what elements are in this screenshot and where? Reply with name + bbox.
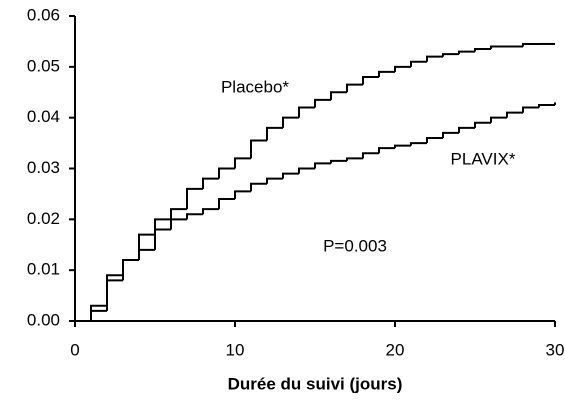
step-segment — [234, 190, 251, 199]
step-segment — [330, 91, 347, 100]
step-segment — [346, 157, 363, 161]
step-segment — [250, 139, 267, 159]
step-segment — [298, 106, 315, 118]
step-segment — [298, 167, 315, 174]
step-segment — [378, 147, 395, 154]
step-segment — [458, 50, 475, 55]
annotation: P=0.003 — [323, 236, 387, 255]
y-tick-label: 0.04 — [27, 107, 60, 126]
step-segment — [186, 213, 203, 220]
step-segment — [90, 304, 107, 321]
y-tick-label: 0.01 — [27, 260, 60, 279]
x-tick-label: 10 — [226, 340, 245, 359]
step-segment — [330, 159, 347, 164]
step-segment — [218, 198, 235, 210]
x-tick-label: 20 — [386, 340, 405, 359]
step-segment — [186, 187, 203, 210]
series-label: Placebo* — [221, 77, 289, 96]
step-segment — [506, 111, 523, 118]
y-tick-label: 0.05 — [27, 56, 60, 75]
step-segment — [490, 116, 507, 123]
step-segment — [314, 162, 331, 169]
step-segment — [90, 309, 107, 321]
step-segment — [170, 218, 187, 230]
step-segment — [122, 259, 139, 276]
step-segment — [266, 126, 283, 141]
x-tick-label: 30 — [546, 340, 565, 359]
step-segment — [122, 259, 139, 281]
step-segment — [490, 45, 507, 50]
step-segment — [394, 144, 411, 149]
x-axis-label: Durée du suivi (jours) — [228, 374, 403, 393]
step-segment — [362, 76, 379, 85]
y-tick-label: 0.06 — [27, 5, 60, 24]
step-segment — [154, 228, 171, 235]
step-segment — [410, 142, 427, 146]
y-tick-label: 0.03 — [27, 158, 60, 177]
step-segment — [522, 42, 539, 47]
step-segment — [234, 157, 251, 169]
step-segment — [106, 279, 123, 311]
y-tick-label: 0.00 — [27, 310, 60, 329]
step-segment — [394, 65, 411, 72]
step-segment — [362, 152, 379, 159]
step-segment — [426, 55, 443, 62]
step-segment — [474, 48, 491, 52]
step-segment — [154, 218, 171, 250]
series-label: PLAVIX* — [451, 149, 516, 168]
step-segment — [282, 116, 299, 128]
step-segment — [426, 137, 443, 144]
step-segment — [138, 233, 155, 260]
x-tick-label: 0 — [70, 340, 79, 359]
step-segment — [218, 167, 235, 179]
step-segment — [346, 83, 363, 93]
y-tick-label: 0.02 — [27, 209, 60, 228]
step-segment — [458, 126, 475, 133]
step-segment — [378, 70, 395, 77]
step-segment — [250, 182, 267, 192]
step-segment — [474, 121, 491, 128]
step-segment — [170, 208, 187, 220]
step-segment — [522, 106, 539, 113]
step-segment — [138, 248, 155, 260]
step-segment — [202, 177, 219, 189]
step-segment — [442, 53, 459, 57]
step-segment — [442, 131, 459, 138]
step-segment — [202, 208, 219, 215]
step-segment — [538, 103, 555, 108]
step-segment — [266, 177, 283, 184]
step-segment — [314, 98, 331, 108]
step-segment — [282, 172, 299, 179]
step-segment — [410, 60, 427, 67]
